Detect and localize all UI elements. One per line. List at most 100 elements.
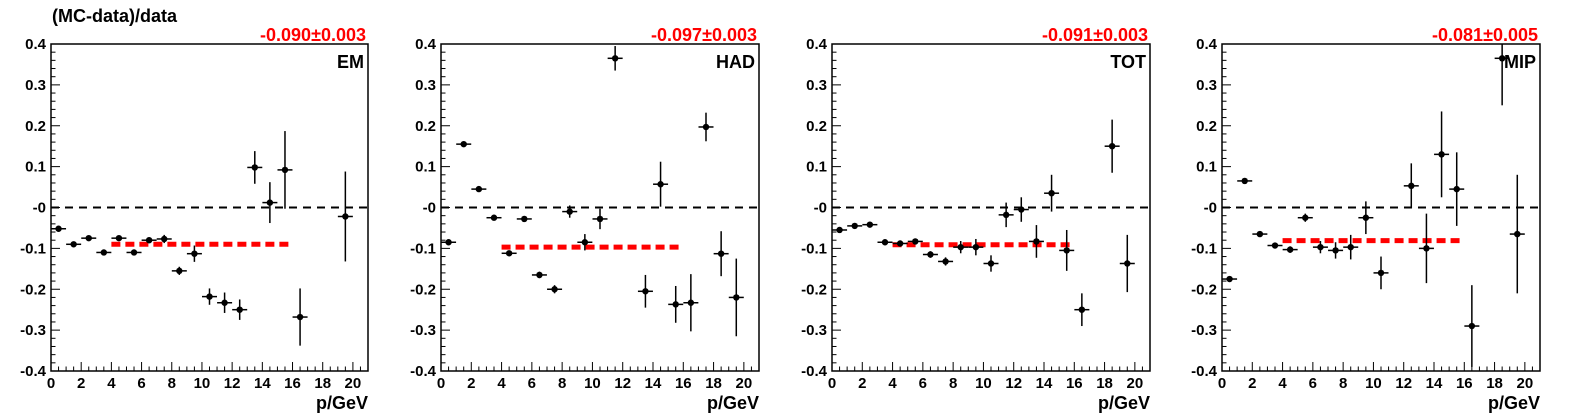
data-point (1252, 230, 1268, 238)
x-tick-label: 6 (137, 375, 145, 392)
point-marker (972, 243, 980, 251)
point-marker (342, 213, 349, 220)
data-point (262, 182, 278, 224)
x-tick-label: 4 (888, 375, 897, 392)
data-point (66, 241, 82, 248)
x-tick-label: 20 (1517, 375, 1534, 392)
x-axis-title: p/GeV (1488, 393, 1540, 413)
point-marker (1124, 260, 1131, 267)
y-tick-label: -0.2 (410, 281, 436, 298)
y-tick-label: -0.4 (410, 363, 437, 380)
data-point (1267, 242, 1283, 249)
x-tick-label: 2 (858, 375, 866, 392)
data-point (953, 241, 969, 254)
point-marker (1423, 245, 1430, 252)
data-point (1104, 119, 1120, 173)
point-marker (445, 239, 452, 246)
data-point (907, 238, 923, 245)
data-point (171, 266, 187, 275)
data-point (232, 299, 248, 320)
data-point (501, 250, 517, 257)
point-marker (1033, 238, 1040, 245)
panel-title: HAD (716, 52, 755, 72)
data-point (637, 274, 653, 308)
y-tick-label: -0.1 (410, 240, 436, 257)
point-marker (206, 293, 213, 300)
point-marker (672, 301, 679, 308)
y-tick-label: -0.3 (20, 322, 46, 339)
y-tick-label: 0.1 (415, 159, 436, 176)
point-marker (1453, 185, 1460, 193)
data-point (217, 292, 233, 313)
point-marker (1018, 206, 1025, 213)
data-point (862, 221, 878, 228)
x-tick-label: 12 (1005, 375, 1022, 392)
point-marker (927, 251, 934, 258)
point-marker (191, 250, 198, 257)
panel-title: TOT (1110, 52, 1146, 72)
point-marker (236, 306, 243, 313)
point-marker (611, 55, 619, 62)
data-point (126, 249, 142, 256)
data-point (81, 234, 97, 242)
data-point (516, 215, 532, 223)
data-point (1044, 174, 1060, 212)
x-tick-label: 4 (107, 375, 116, 392)
data-point (922, 251, 938, 258)
x-tick-label: 6 (1309, 375, 1317, 392)
point-marker (836, 226, 843, 234)
data-point (51, 225, 67, 232)
x-tick-label: 20 (736, 375, 753, 392)
point-marker (145, 237, 153, 244)
x-tick-label: 12 (224, 375, 241, 392)
x-tick-label: 14 (1426, 375, 1443, 392)
x-tick-label: 8 (1339, 375, 1347, 392)
x-tick-label: 10 (194, 375, 211, 392)
point-marker (1347, 243, 1354, 251)
point-marker (1302, 214, 1309, 221)
data-point (292, 288, 308, 346)
x-tick-label: 8 (949, 375, 957, 392)
point-marker (1468, 322, 1476, 330)
x-tick-label: 4 (497, 375, 506, 392)
y-tick-label: 0.3 (806, 77, 827, 94)
x-tick-label: 4 (1278, 375, 1287, 392)
data-point (1074, 293, 1090, 327)
y-tick-label: -0.3 (1191, 322, 1217, 339)
point-marker (115, 234, 123, 242)
point-marker (596, 215, 604, 223)
y-tick-label: -0.2 (801, 281, 827, 298)
fit-result-label: -0.081±0.005 (1432, 25, 1538, 45)
point-marker (55, 225, 62, 232)
panel-title: MIP (1504, 52, 1536, 72)
y-tick-label: -0.4 (801, 363, 828, 380)
point-marker (851, 222, 858, 230)
y-tick-label: 0.4 (415, 36, 437, 53)
point-marker (551, 286, 558, 293)
point-marker (296, 313, 304, 321)
x-axis-title: p/GeV (316, 393, 368, 413)
point-marker (987, 260, 995, 267)
x-tick-label: 14 (645, 375, 662, 392)
data-point (983, 255, 999, 272)
point-marker (70, 241, 77, 248)
panel-em: 0 2 4 6 8 10 12 14 16 18 20 -0.4 -0.3 -0.2 -0.1 -0 0.1 0.… (20, 25, 369, 413)
data-point (1373, 256, 1389, 290)
fit-result-label: -0.097±0.003 (651, 25, 757, 45)
y-tick-label: 0.4 (25, 36, 47, 53)
y-tick-label: -0.1 (20, 240, 46, 257)
data-point (1494, 44, 1510, 106)
x-tick-label: 14 (1036, 375, 1053, 392)
y-axis-title: (MC-data)/data (52, 6, 177, 26)
point-marker (475, 185, 483, 193)
data-point (653, 161, 669, 207)
point-marker (687, 299, 695, 306)
data-point (1297, 213, 1313, 222)
data-point (698, 112, 714, 142)
data-point (96, 249, 112, 256)
point-marker (1078, 306, 1086, 313)
x-tick-label: 8 (558, 375, 566, 392)
point-marker (1498, 55, 1506, 62)
data-point (1028, 225, 1044, 258)
